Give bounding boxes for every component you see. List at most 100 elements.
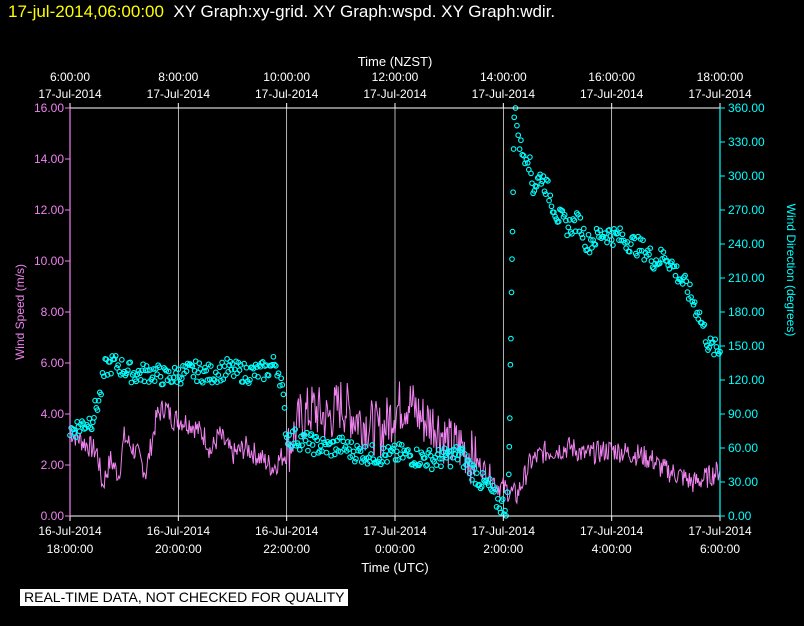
right-tick-label: 300.00 [728,169,765,183]
top-tick-time: 16:00:00 [588,70,635,84]
wind-direction-point [708,340,715,346]
wind-direction-point [447,463,454,470]
wind-direction-point [271,361,278,368]
wind-direction-point [545,178,551,184]
wind-direction-point [150,366,157,372]
bottom-tick-time: 20:00:00 [155,542,202,556]
wind-speed-line [69,381,721,505]
wind-direction-point [497,509,504,516]
bottom-tick-time: 22:00:00 [263,542,310,556]
bottom-tick-time: 0:00:00 [375,542,415,556]
wind-direction-point [647,245,654,252]
wind-direction-point [362,443,369,450]
wind-direction-point [118,356,125,363]
wind-direction-point [547,192,554,199]
wind-direction-point [634,252,640,259]
wind-direction-point [247,376,253,383]
wind-direction-point [296,446,303,453]
wind-direction-point [452,451,459,458]
wind-direction-point [504,489,511,496]
wind-direction-point [236,367,243,374]
wind-direction-point [459,445,466,452]
wind-direction-point [563,217,569,224]
wind-direction-point [687,281,693,288]
wind-direction-point [269,361,276,368]
wind-direction-point [396,441,403,447]
top-tick-date: 17-Jul-2014 [363,87,427,101]
wind-direction-point [483,477,490,484]
wind-direction-point [646,251,652,258]
wind-direction-point [533,183,540,190]
wind-direction-point [224,356,230,362]
wind-direction-point [384,459,390,465]
wind-direction-point [316,448,323,454]
wind-direction-point [626,248,633,255]
wind-direction-point [587,237,594,243]
wind-direction-point [682,272,688,279]
left-tick-label: 12.00 [34,203,64,217]
bottom-tick-date: 17-Jul-2014 [363,524,427,538]
wind-direction-point [108,370,114,377]
wind-direction-point [524,159,531,166]
wind-direction-point [400,454,406,461]
top-tick-date: 17-Jul-2014 [255,87,319,101]
wind-direction-point [310,451,317,458]
wind-direction-point [465,457,472,463]
right-tick-label: 120.00 [728,373,765,387]
wind-direction-point [589,245,595,251]
top-tick-date: 17-Jul-2014 [147,87,211,101]
wind-direction-point [592,241,599,248]
wind-direction-point [486,476,493,482]
header-graph-list: XY Graph:xy-grid. XY Graph:wspd. XY Grap… [173,2,556,21]
wind-direction-point [518,137,524,144]
wind-direction-point [344,439,351,445]
wind-direction-point [706,344,713,351]
wind-direction-point [604,239,610,246]
wind-direction-point [76,428,83,435]
bottom-tick-date: 17-Jul-2014 [580,524,644,538]
wind-direction-point [506,443,513,450]
wind-direction-point [561,211,568,218]
wind-direction-point [228,366,235,373]
left-tick-label: 6.00 [41,356,65,370]
wind-direction-point [220,376,227,383]
top-tick-time: 6:00:00 [50,70,90,84]
wind-direction-point [309,442,316,448]
wind-direction-point [453,444,460,450]
wind-direction-point [650,265,657,272]
left-tick-label: 2.00 [41,458,65,472]
wind-direction-point [280,391,287,398]
wind-direction-point [571,217,578,224]
wind-direction-point [144,367,151,374]
wind-direction-point [515,132,522,139]
wind-direction-point [474,470,480,476]
wind-direction-point [700,323,706,329]
wind-direction-point [258,360,265,366]
wind-direction-point [470,462,477,469]
wind-direction-point [511,114,518,121]
right-tick-label: 270.00 [728,203,765,217]
top-tick-time: 18:00:00 [697,70,744,84]
wind-direction-point [426,447,433,453]
wind-direction-point [684,289,691,295]
wind-direction-point [491,489,497,495]
wind-direction-point [124,367,131,374]
wind-direction-point [215,372,222,378]
top-tick-time: 12:00:00 [372,70,419,84]
wind-direction-point [325,441,332,448]
bottom-tick-date: 16-Jul-2014 [38,524,102,538]
wind-direction-point [243,364,250,371]
wind-direction-point [509,228,516,235]
wind-direction-point [469,476,475,483]
wind-direction-point [351,458,358,465]
right-tick-label: 240.00 [728,237,765,251]
wind-direction-point [466,470,473,477]
wind-direction-point [683,278,690,285]
wind-direction-point [299,442,305,449]
wind-direction-point [272,362,279,369]
top-tick-date: 17-Jul-2014 [688,87,752,101]
wind-direction-point [278,375,285,382]
bottom-tick-time: 4:00:00 [592,542,632,556]
wind-direction-point [424,462,430,468]
wind-direction-point [175,366,182,373]
